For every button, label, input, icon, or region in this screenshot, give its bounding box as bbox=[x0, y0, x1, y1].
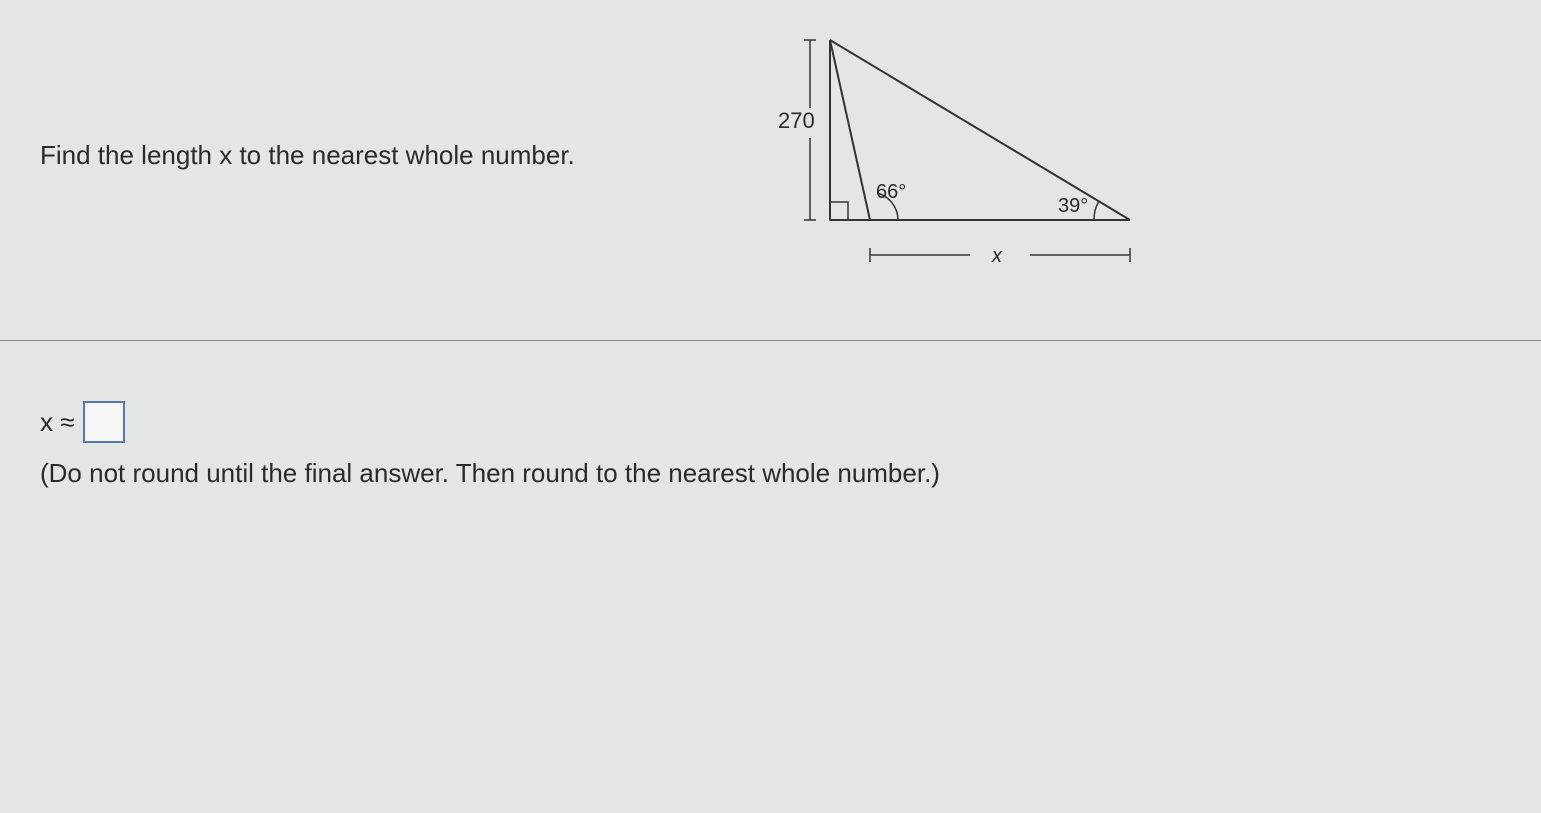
angle-right-label: 39° bbox=[1058, 195, 1088, 217]
triangle-svg: 270 66° 39° x bbox=[770, 30, 1190, 290]
answer-line: x ≈ bbox=[40, 401, 1501, 443]
right-angle-box bbox=[830, 202, 848, 220]
angle-arc-right bbox=[1094, 201, 1099, 220]
answer-label: x ≈ bbox=[40, 407, 75, 438]
triangle-diagram: 270 66° 39° x bbox=[770, 30, 1190, 280]
answer-section: x ≈ (Do not round until the final answer… bbox=[0, 401, 1541, 489]
height-label: 270 bbox=[778, 108, 815, 133]
instruction-text: (Do not round until the final answer. Th… bbox=[40, 458, 1501, 489]
hypotenuse bbox=[830, 40, 1130, 220]
inner-line bbox=[830, 40, 870, 220]
problem-top-section: Find the length x to the nearest whole n… bbox=[0, 0, 1541, 320]
angle-left-label: 66° bbox=[876, 181, 906, 203]
section-divider bbox=[0, 340, 1541, 341]
x-label: x bbox=[991, 245, 1003, 267]
answer-input-box[interactable] bbox=[83, 401, 125, 443]
prompt-text: Find the length x to the nearest whole n… bbox=[40, 140, 575, 171]
